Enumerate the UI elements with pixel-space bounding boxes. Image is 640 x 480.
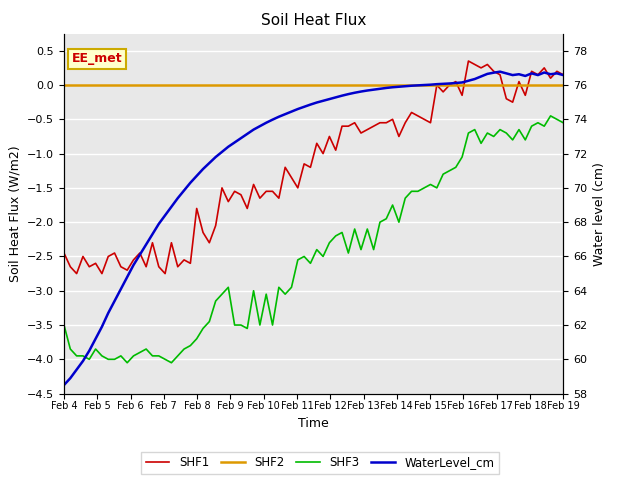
Legend: SHF1, SHF2, SHF3, WaterLevel_cm: SHF1, SHF2, SHF3, WaterLevel_cm (141, 452, 499, 474)
SHF1 (559, 72, 567, 78)
Line: SHF1: SHF1 (64, 61, 563, 274)
SHF2 (383, 82, 390, 88)
SHF1 (60, 250, 68, 256)
WaterLevel_cm (401, 84, 409, 89)
X-axis label: Time: Time (298, 417, 329, 430)
SHF3 (287, 285, 295, 290)
Y-axis label: Water level (cm): Water level (cm) (593, 162, 605, 265)
WaterLevel_cm (496, 69, 504, 74)
SHF2 (357, 82, 365, 88)
SHF2 (559, 82, 567, 88)
WaterLevel_cm (357, 89, 365, 95)
SHF3 (370, 247, 378, 252)
SHF1 (465, 58, 472, 64)
Title: Soil Heat Flux: Soil Heat Flux (261, 13, 366, 28)
SHF1 (408, 109, 415, 115)
SHF3 (547, 113, 554, 119)
WaterLevel_cm (383, 85, 390, 91)
SHF3 (60, 322, 68, 328)
SHF3 (408, 189, 415, 194)
SHF2 (282, 82, 289, 88)
WaterLevel_cm (60, 382, 68, 388)
WaterLevel_cm (559, 72, 567, 78)
Line: SHF3: SHF3 (64, 116, 563, 363)
SHF1 (370, 123, 378, 129)
SHF3 (509, 137, 516, 143)
SHF1 (287, 175, 295, 180)
Line: WaterLevel_cm: WaterLevel_cm (64, 72, 563, 385)
WaterLevel_cm (509, 72, 516, 78)
SHF2 (364, 82, 371, 88)
Y-axis label: Soil Heat Flux (W/m2): Soil Heat Flux (W/m2) (8, 145, 22, 282)
SHF1 (388, 117, 396, 122)
WaterLevel_cm (364, 88, 371, 94)
SHF2 (60, 82, 68, 88)
SHF1 (73, 271, 81, 276)
SHF2 (401, 82, 409, 88)
WaterLevel_cm (282, 111, 289, 117)
SHF1 (364, 127, 371, 132)
SHF3 (559, 120, 567, 126)
SHF3 (364, 226, 371, 232)
SHF2 (502, 82, 510, 88)
Text: EE_met: EE_met (72, 52, 122, 65)
SHF3 (124, 360, 131, 366)
SHF1 (515, 79, 523, 84)
SHF3 (388, 202, 396, 208)
